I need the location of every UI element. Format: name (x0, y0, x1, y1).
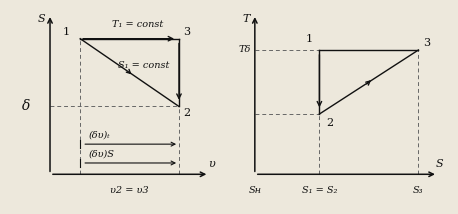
Text: S: S (38, 14, 46, 24)
Text: υ: υ (208, 159, 215, 169)
Text: (δυ)S: (δυ)S (88, 149, 114, 158)
Text: υ2 = υ3: υ2 = υ3 (110, 186, 149, 195)
Text: δ: δ (22, 100, 30, 113)
Text: S₃: S₃ (413, 186, 424, 195)
Text: 2: 2 (326, 118, 333, 128)
Text: 1: 1 (63, 27, 70, 37)
Text: (δυ)ₜ: (δυ)ₜ (88, 131, 110, 140)
Text: Sн: Sн (248, 186, 262, 195)
Text: 1: 1 (306, 34, 313, 44)
Text: S₁ = const: S₁ = const (118, 61, 169, 70)
Text: 3: 3 (183, 27, 190, 37)
Text: S: S (436, 159, 444, 169)
Text: T: T (243, 14, 250, 24)
Text: Tδ: Tδ (238, 46, 251, 55)
Text: 3: 3 (423, 38, 430, 48)
Text: T₁ = const: T₁ = const (112, 20, 164, 29)
Text: 2: 2 (183, 108, 190, 118)
Text: S₁ = S₂: S₁ = S₂ (302, 186, 337, 195)
